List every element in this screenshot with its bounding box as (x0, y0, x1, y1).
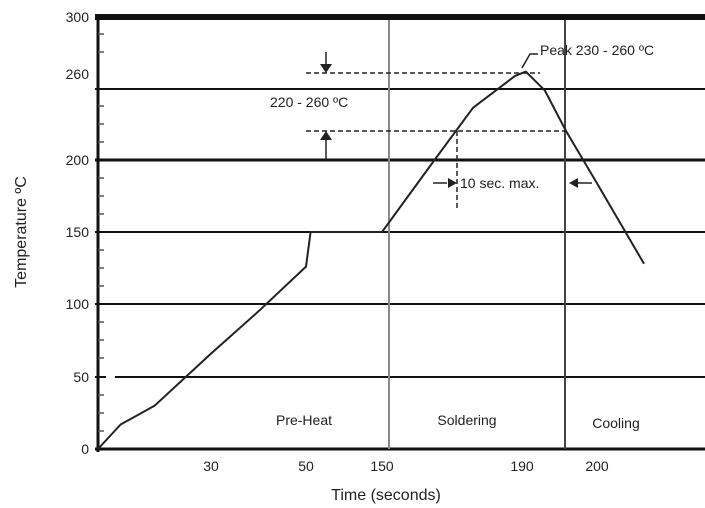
y-axis-title: Temperature ºC (13, 176, 30, 288)
range-arrow-bottom-head (320, 131, 332, 140)
x-tick-label: 200 (585, 458, 609, 474)
x-tick-label: 190 (510, 458, 534, 474)
x-axis-title: Time (seconds) (331, 487, 441, 504)
y-tick-label: 0 (81, 441, 89, 457)
y-tick-label: 300 (66, 9, 90, 25)
duration-annotation: 10 sec. max. (460, 175, 539, 191)
duration-arrow-right-head (569, 178, 578, 188)
peak-leader-line (521, 53, 538, 69)
y-tick-label: 200 (66, 152, 90, 168)
duration-arrow-left-head (448, 178, 457, 188)
y-tick-label: 260 (66, 66, 90, 82)
y-tick-label: 100 (66, 296, 90, 312)
range-arrow-top-head (320, 64, 332, 73)
series-layer (97, 70, 645, 450)
x-tick-label: 30 (203, 458, 219, 474)
x-tick-label: 150 (370, 458, 394, 474)
peak-annotation: Peak 230 - 260 ºC (540, 42, 654, 58)
x-tick-label: 50 (298, 458, 314, 474)
y-tick-label: 50 (73, 369, 89, 385)
y-tick-label: 150 (66, 224, 90, 240)
phase-label-preheat: Pre-Heat (276, 412, 332, 428)
phase-label-cooling: Cooling (592, 415, 639, 431)
y-axis-minor-ticks (98, 33, 104, 432)
range-annotation: 220 - 260 ºC (270, 94, 348, 110)
temperature-profile-line (97, 70, 645, 450)
phase-label-soldering: Soldering (437, 412, 496, 428)
